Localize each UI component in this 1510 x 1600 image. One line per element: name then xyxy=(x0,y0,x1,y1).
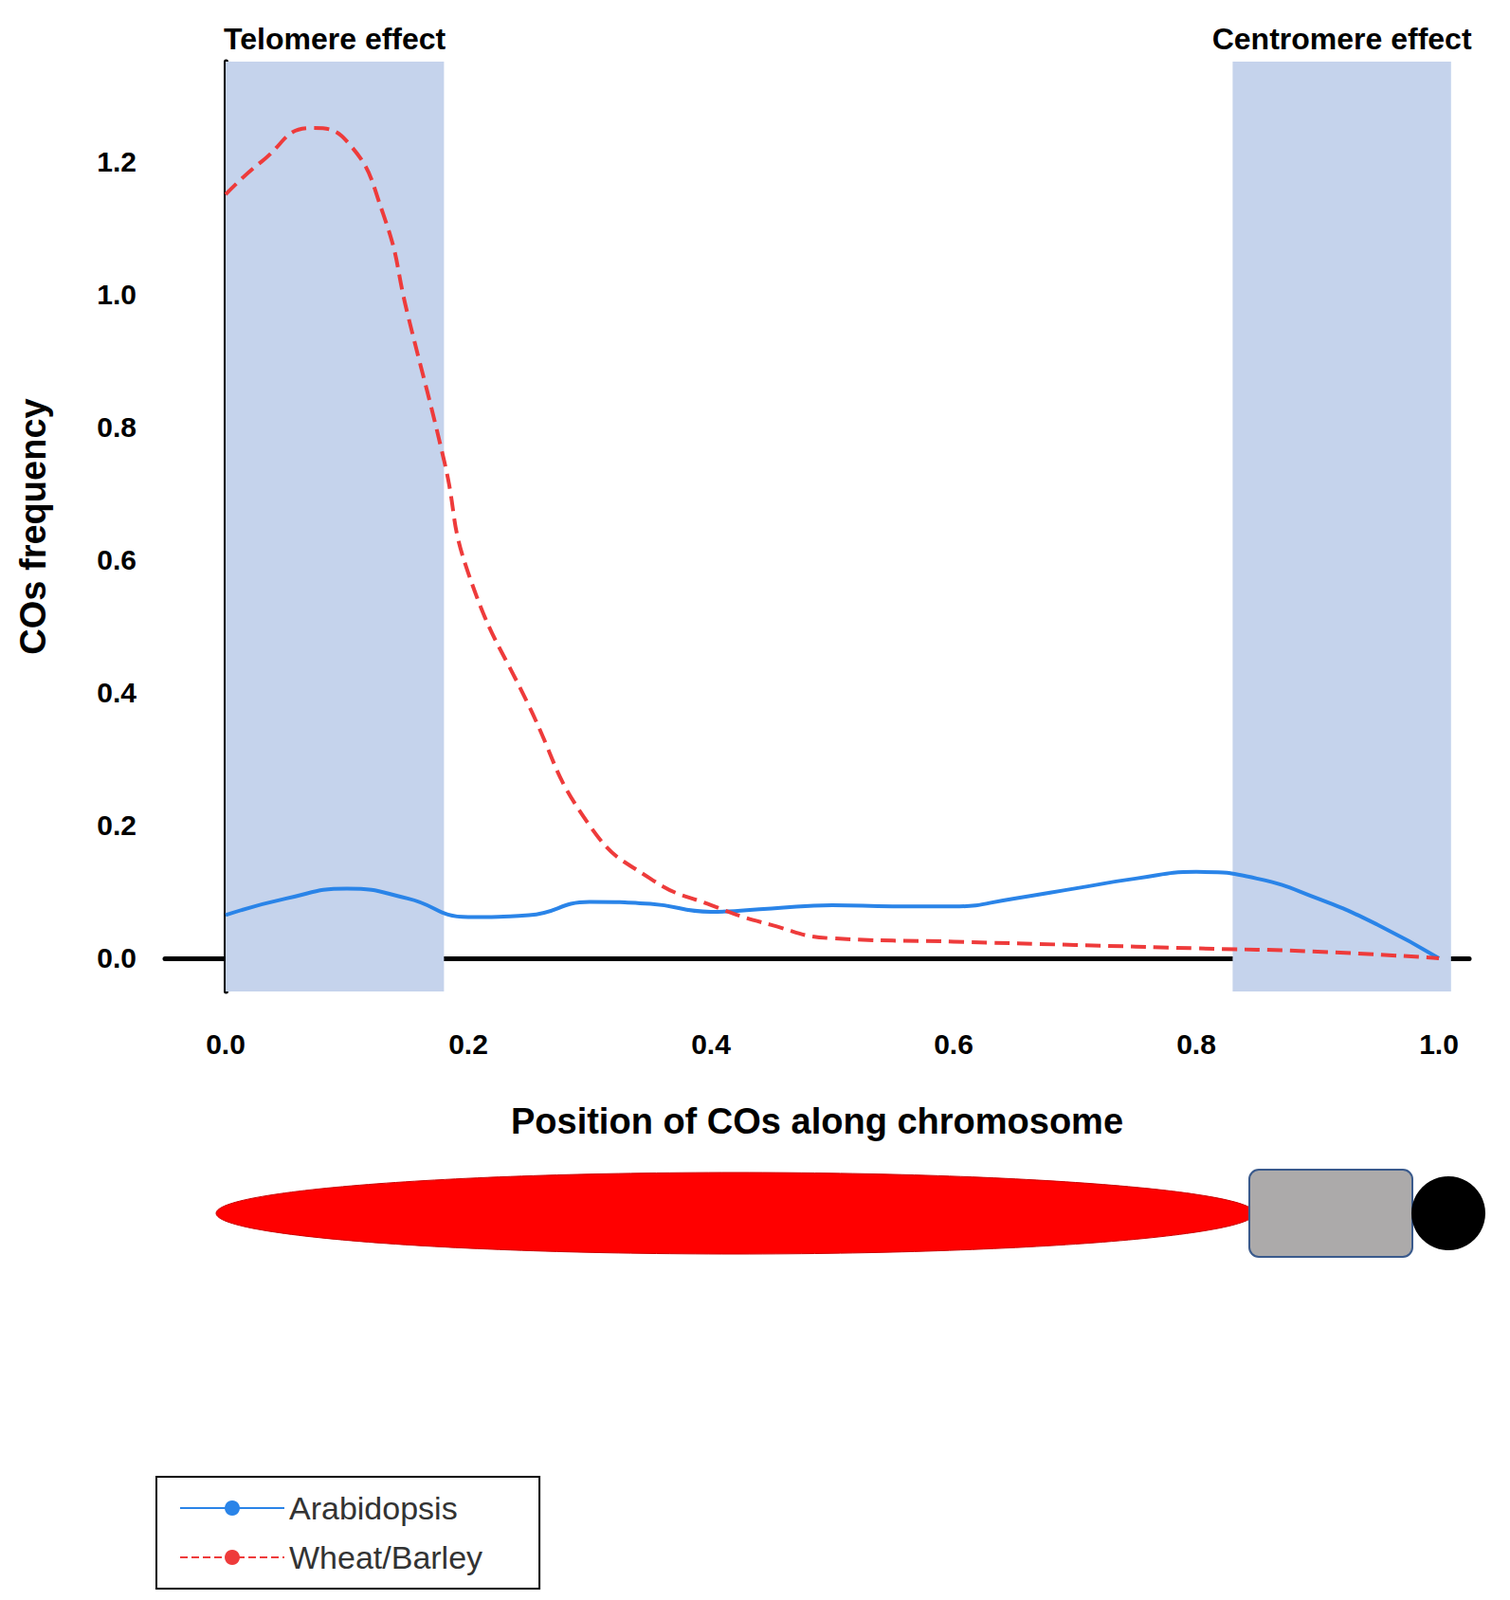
svg-text:0.4: 0.4 xyxy=(691,1028,731,1060)
svg-text:Arabidopsis: Arabidopsis xyxy=(289,1490,458,1527)
svg-text:0.6: 0.6 xyxy=(933,1028,974,1060)
svg-text:0.0: 0.0 xyxy=(205,1028,246,1060)
svg-text:0.4: 0.4 xyxy=(96,676,137,709)
svg-text:0.8: 0.8 xyxy=(1176,1028,1217,1060)
svg-text:Centromere effect: Centromere effect xyxy=(1212,21,1473,56)
svg-text:1.0: 1.0 xyxy=(1419,1028,1459,1060)
svg-text:0.2: 0.2 xyxy=(448,1028,489,1060)
svg-text:0.0: 0.0 xyxy=(96,942,137,974)
svg-text:COs frequency: COs frequency xyxy=(13,398,54,655)
svg-text:0.2: 0.2 xyxy=(96,809,137,841)
svg-text:0.6: 0.6 xyxy=(96,544,137,576)
svg-text:Position of COs along chromoso: Position of COs along chromosome xyxy=(510,1101,1124,1142)
svg-text:Wheat/Barley: Wheat/Barley xyxy=(289,1539,483,1576)
svg-text:1.0: 1.0 xyxy=(96,278,137,310)
svg-text:0.8: 0.8 xyxy=(96,411,137,443)
svg-text:Telomere effect: Telomere effect xyxy=(223,21,447,56)
svg-text:1.2: 1.2 xyxy=(96,145,137,178)
